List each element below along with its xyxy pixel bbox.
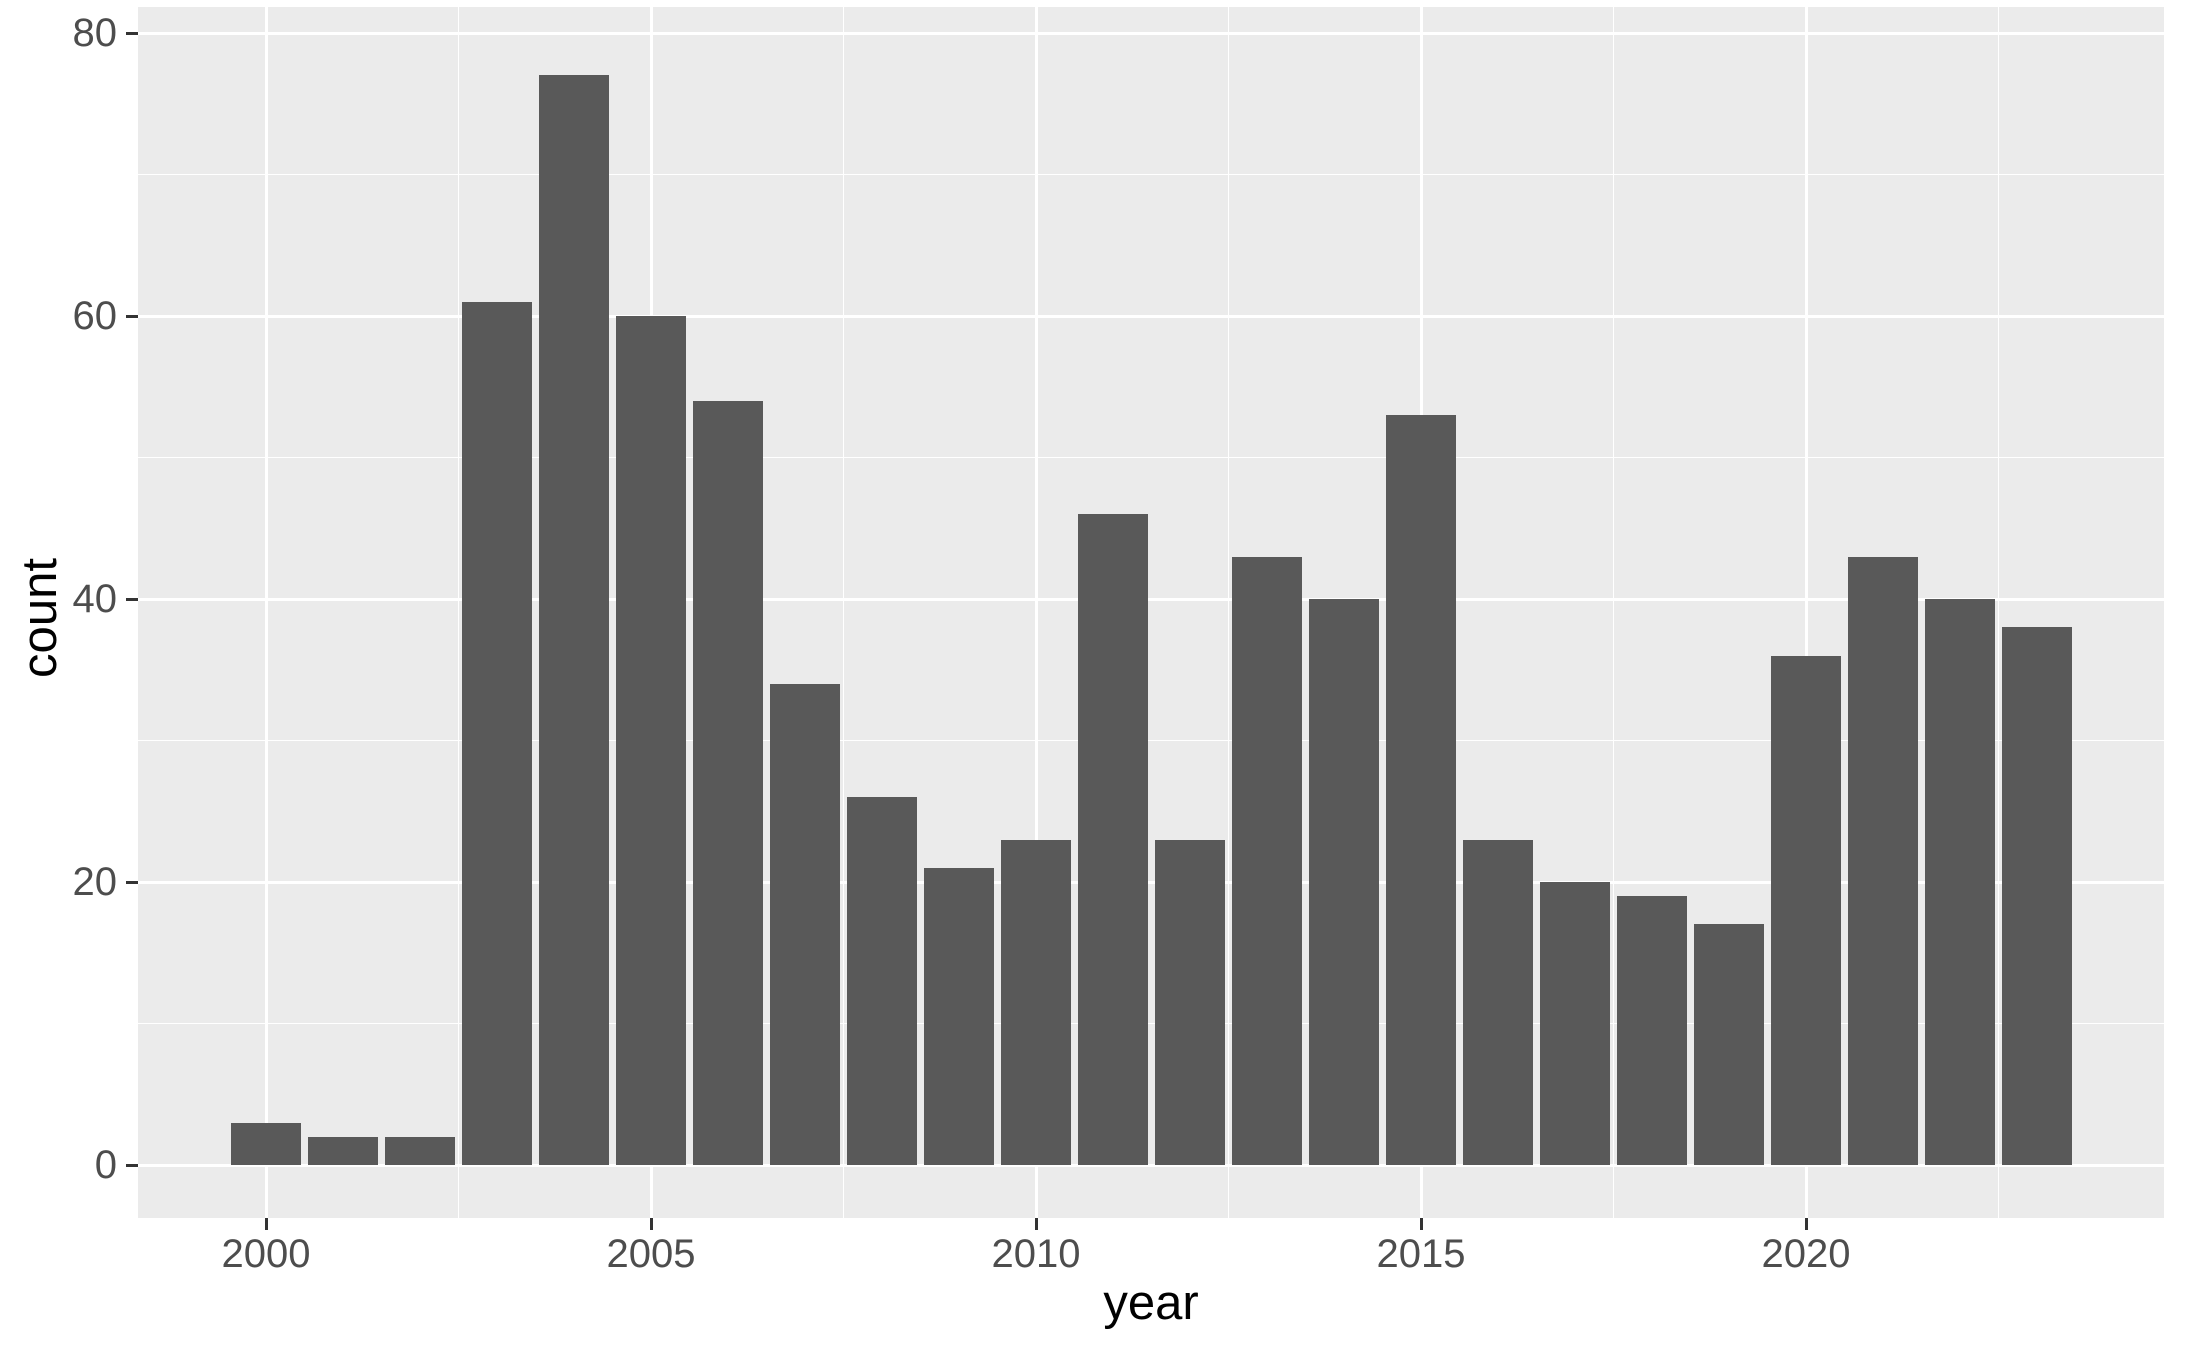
bar-2023 <box>2002 627 2072 1165</box>
bar-2012 <box>1155 839 1225 1165</box>
x-tick-label: 2015 <box>1376 1232 1466 1276</box>
x-tick-label: 2010 <box>991 1232 1081 1276</box>
y-tick-mark <box>126 314 138 318</box>
x-tick-mark <box>264 1218 268 1230</box>
y-tick-mark <box>126 1163 138 1167</box>
x-tick-mark <box>1419 1218 1423 1230</box>
bar-2016 <box>1463 839 1533 1165</box>
bar-2004 <box>539 75 609 1165</box>
h-minor-gridline <box>138 1022 2164 1025</box>
h-major-gridline <box>138 597 2164 601</box>
x-tick-label: 2005 <box>606 1232 696 1276</box>
v-minor-gridline <box>1612 7 1615 1218</box>
h-major-gridline <box>138 880 2164 884</box>
plot-panel <box>138 7 2164 1218</box>
v-major-gridline <box>1034 7 1038 1218</box>
bar-2007 <box>770 683 840 1165</box>
v-minor-gridline <box>1997 7 2000 1218</box>
h-major-gridline <box>138 1163 2164 1167</box>
v-minor-gridline <box>1227 7 1230 1218</box>
y-tick-label: 60 <box>72 294 118 338</box>
y-tick-mark <box>126 880 138 884</box>
bar-2022 <box>1925 599 1995 1165</box>
bar-2019 <box>1694 924 1764 1165</box>
v-minor-gridline <box>842 7 845 1218</box>
y-tick-label: 40 <box>72 577 118 621</box>
h-major-gridline <box>138 314 2164 318</box>
bar-2003 <box>462 301 532 1165</box>
h-minor-gridline <box>138 456 2164 459</box>
y-tick-label: 80 <box>72 11 118 55</box>
x-axis-title: year <box>1103 1276 1199 1330</box>
h-minor-gridline <box>138 739 2164 742</box>
bar-2002 <box>385 1136 455 1165</box>
bar-2014 <box>1309 599 1379 1165</box>
bar-2015 <box>1386 415 1456 1165</box>
x-tick-mark <box>1034 1218 1038 1230</box>
x-tick-mark <box>649 1218 653 1230</box>
x-tick-label: 2000 <box>221 1232 311 1276</box>
bar-2005 <box>616 316 686 1165</box>
bar-2018 <box>1617 896 1687 1165</box>
bar-2000 <box>231 1122 301 1165</box>
bar-2008 <box>847 797 917 1165</box>
h-major-gridline <box>138 31 2164 35</box>
y-axis-title: count <box>13 558 67 678</box>
v-major-gridline <box>1804 7 1808 1218</box>
y-tick-label: 20 <box>72 860 118 904</box>
v-major-gridline <box>264 7 268 1218</box>
bar-2001 <box>308 1136 378 1165</box>
bar-2011 <box>1078 514 1148 1165</box>
v-minor-gridline <box>457 7 460 1218</box>
y-tick-label: 0 <box>94 1143 117 1187</box>
y-tick-mark <box>126 597 138 601</box>
bar-2010 <box>1001 839 1071 1165</box>
x-tick-mark <box>1804 1218 1808 1230</box>
bar-2020 <box>1771 655 1841 1165</box>
h-minor-gridline <box>138 173 2164 176</box>
bar-2009 <box>924 867 994 1165</box>
bar-2013 <box>1232 556 1302 1165</box>
x-tick-label: 2020 <box>1761 1232 1851 1276</box>
y-tick-mark <box>126 31 138 35</box>
bar-2017 <box>1540 882 1610 1165</box>
bar-2021 <box>1848 556 1918 1165</box>
bar-2006 <box>693 400 763 1165</box>
